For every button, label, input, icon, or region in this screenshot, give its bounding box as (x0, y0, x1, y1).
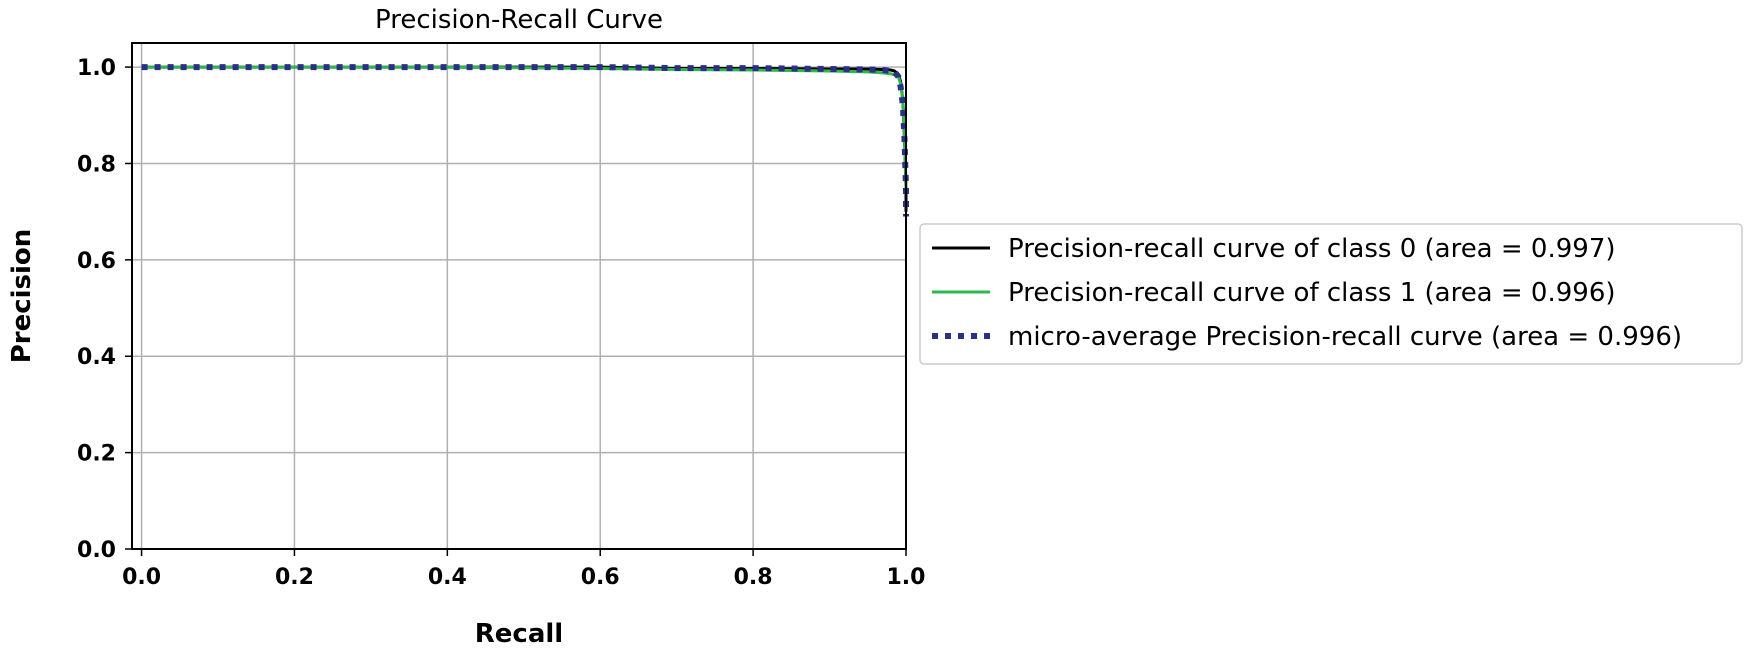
x-tick-label: 0.4 (428, 565, 467, 590)
y-tick-label: 0.4 (77, 345, 116, 370)
x-tick-label: 0.0 (122, 565, 161, 590)
y-tick-label: 0.8 (77, 152, 116, 177)
series-line-2 (141, 64, 909, 217)
plot-frame (131, 42, 907, 550)
chart-title: Precision-Recall Curve (375, 5, 663, 35)
legend-box (919, 223, 1743, 365)
series-line-1 (141, 65, 908, 193)
x-tick-label: 0.6 (581, 565, 620, 590)
legend-label-1: Precision-recall curve of class 1 (area … (1008, 278, 1616, 308)
y-tick-label: 0.6 (77, 249, 116, 274)
y-tick-label: 1.0 (77, 56, 116, 81)
axis-ticks: 0.0 0.2 0.4 0.6 0.8 1.0 0.0 0.2 0.4 0.6 0.8 1.0 (77, 56, 925, 590)
series-lines (141, 64, 909, 217)
legend: Precision-recall curve of class 0 (area … (919, 223, 1743, 365)
legend-label-0: Precision-recall curve of class 0 (area … (1008, 234, 1616, 264)
x-tick-label: 1.0 (887, 565, 926, 590)
series-line-0 (141, 65, 908, 212)
legend-label-2: micro-average Precision-recall curve (ar… (1008, 322, 1682, 352)
grid-lines (132, 43, 907, 550)
x-tick-label: 0.2 (275, 565, 314, 590)
y-axis-title: Precision (7, 229, 37, 364)
x-axis-title: Recall (475, 619, 563, 649)
x-tick-label: 0.8 (734, 565, 773, 590)
y-tick-label: 0.2 (77, 442, 116, 467)
y-tick-label: 0.0 (77, 538, 116, 563)
